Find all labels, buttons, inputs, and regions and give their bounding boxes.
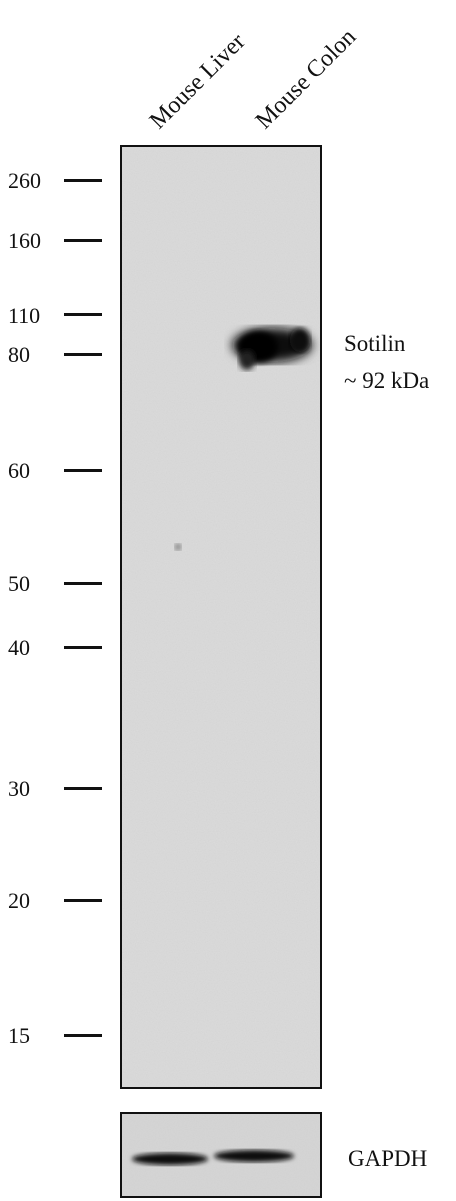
- marker-tick-160: [64, 239, 102, 242]
- marker-tick-60: [64, 469, 102, 472]
- marker-tick-40: [64, 646, 102, 649]
- marker-label-20: 20: [8, 888, 30, 913]
- marker-label-260: 260: [8, 168, 41, 193]
- gapdh-band: [132, 1150, 294, 1165]
- main-blot-texture: [122, 147, 320, 1087]
- marker-label-60: 60: [8, 458, 30, 483]
- marker-label-15: 15: [8, 1023, 30, 1048]
- faint-speck: [175, 544, 181, 550]
- gapdh-blot-texture: [122, 1114, 320, 1196]
- marker-label-30: 30: [8, 776, 30, 801]
- marker-tick-15: [64, 1034, 102, 1037]
- marker-label-40: 40: [8, 635, 30, 660]
- marker-label-160: 160: [8, 228, 41, 253]
- marker-tick-110: [64, 313, 102, 316]
- marker-tick-30: [64, 787, 102, 790]
- marker-label-80: 80: [8, 342, 30, 367]
- lane-label-mouse-liver: Mouse Liver: [144, 28, 251, 135]
- main-blot: [120, 145, 322, 1089]
- sotilin-band: [232, 328, 312, 370]
- marker-label-110: 110: [8, 303, 41, 328]
- marker-label-50: 50: [8, 571, 30, 596]
- marker-tick-50: [64, 582, 102, 585]
- gapdh-label: GAPDH: [348, 1146, 428, 1171]
- band-size-label: ~ 92 kDa: [344, 368, 430, 393]
- lane-label-mouse-colon: Mouse Colon: [250, 23, 362, 135]
- marker-tick-260: [64, 179, 102, 182]
- marker-tick-20: [64, 899, 102, 902]
- band-name-label: Sotilin: [344, 331, 406, 356]
- marker-tick-80: [64, 353, 102, 356]
- gapdh-blot: [120, 1112, 322, 1198]
